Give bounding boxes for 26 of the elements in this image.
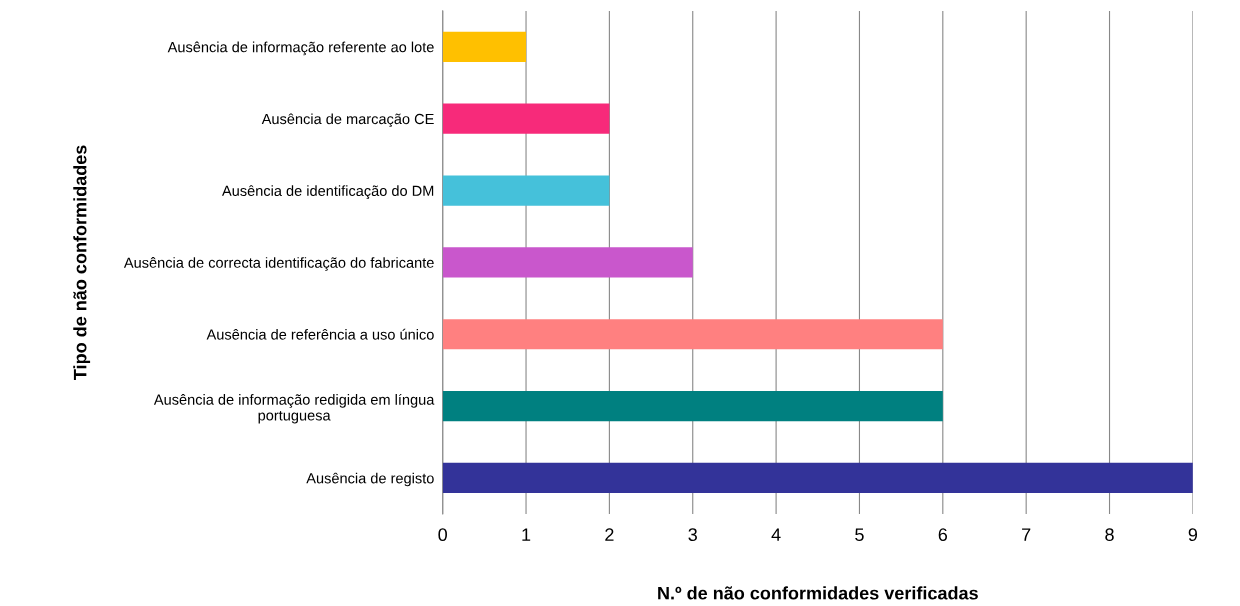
- y-tick-label: Ausência de informação referente ao lote: [167, 41, 434, 56]
- bar: [442, 391, 943, 422]
- bar: [442, 175, 610, 206]
- x-tick-label: 2: [605, 528, 614, 541]
- y-tick-label: Ausência de informação redigida em língua portuguesa: [153, 393, 435, 424]
- x-tick-label: 4: [771, 528, 781, 541]
- y-tick-label: Ausência de registo: [306, 472, 434, 487]
- x-tick-label: 0: [438, 528, 447, 542]
- bar: [442, 103, 610, 134]
- y-tick-label: Ausência de correcta identificação do fabricante: [123, 257, 434, 271]
- y-tick-label: Ausência de marcação CE: [261, 113, 434, 128]
- x-tick-label: 9: [1188, 528, 1198, 542]
- bar: [442, 247, 693, 278]
- y-axis-title: Tipo de não conformidades: [73, 145, 91, 380]
- y-tick-label: Ausência de identificação do DM: [222, 185, 434, 199]
- x-tick-label: 7: [1022, 528, 1031, 541]
- x-tick-label: 8: [1105, 528, 1114, 542]
- x-tick-label: 1: [522, 528, 531, 541]
- bar: [442, 31, 527, 62]
- x-tick-label: 5: [855, 528, 864, 542]
- bar: [442, 462, 1193, 494]
- bar: [442, 319, 943, 350]
- x-axis-title: N.º de não conformidades verificadas: [658, 586, 978, 600]
- x-tick-label: 6: [938, 528, 948, 542]
- y-tick-label: Ausência de referência a uso único: [206, 328, 434, 340]
- x-tick-label: 3: [688, 528, 697, 542]
